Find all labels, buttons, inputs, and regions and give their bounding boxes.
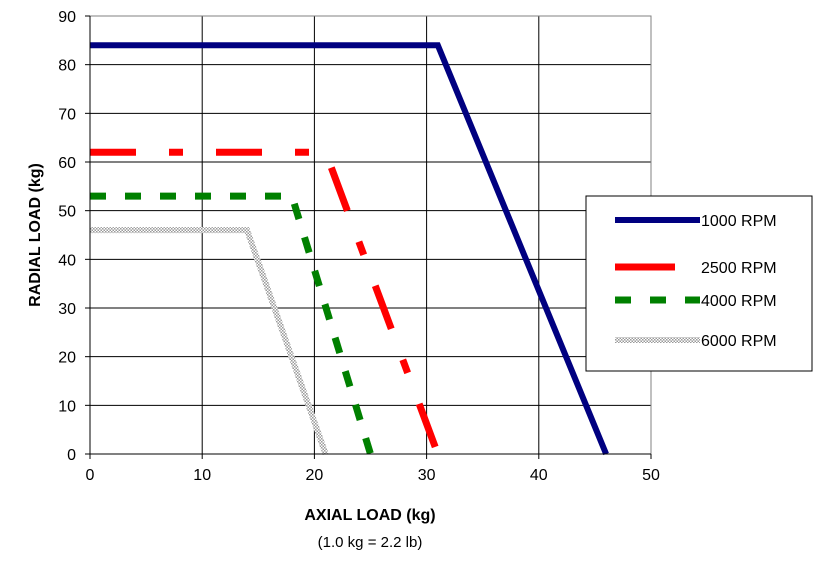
- y-tick-label: 50: [58, 204, 76, 221]
- y-tick-label: 30: [58, 301, 76, 318]
- x-axis-note: (1.0 kg = 2.2 lb): [318, 534, 423, 551]
- x-tick-label: 40: [530, 467, 548, 484]
- y-tick-label: 20: [58, 350, 76, 367]
- legend-label: 4000 RPM: [701, 293, 777, 310]
- y-tick-label: 0: [67, 447, 76, 464]
- y-tick-label: 40: [58, 252, 76, 269]
- y-tick-label: 70: [58, 106, 76, 123]
- series-line-2500-rpm: [90, 148, 442, 456]
- plot-area: [89, 15, 652, 455]
- y-tick-labels: 0 10 20 30 40 50 60 70 80 90: [58, 9, 90, 464]
- x-tick-labels: 0 10 20 30 40 50: [86, 454, 660, 484]
- legend: 1000 RPM 2500 RPM 4000 RPM 6000 RPM: [585, 195, 813, 372]
- gridlines: [89, 15, 652, 455]
- x-tick-label: 30: [418, 467, 436, 484]
- axes: [89, 16, 651, 455]
- y-axis-title: RADIAL LOAD (kg): [27, 163, 44, 307]
- y-tick-label: 10: [58, 398, 76, 415]
- x-tick-label: 50: [642, 467, 660, 484]
- x-tick-label: 10: [193, 467, 211, 484]
- series-layer: [90, 42, 609, 456]
- y-tick-label: 60: [58, 155, 76, 172]
- legend-label: 6000 RPM: [701, 333, 777, 350]
- series-line-4000-rpm: [90, 192, 374, 456]
- y-tick-label: 90: [58, 9, 76, 26]
- x-axis-title: AXIAL LOAD (kg): [304, 507, 435, 524]
- legend-label: 1000 RPM: [701, 213, 777, 230]
- x-tick-label: 20: [306, 467, 324, 484]
- series-line-6000-rpm: [90, 227, 329, 455]
- y-tick-label: 80: [58, 58, 76, 75]
- x-tick-label: 0: [86, 467, 95, 484]
- legend-label: 2500 RPM: [701, 260, 777, 277]
- series-line-1000-rpm: [90, 42, 609, 456]
